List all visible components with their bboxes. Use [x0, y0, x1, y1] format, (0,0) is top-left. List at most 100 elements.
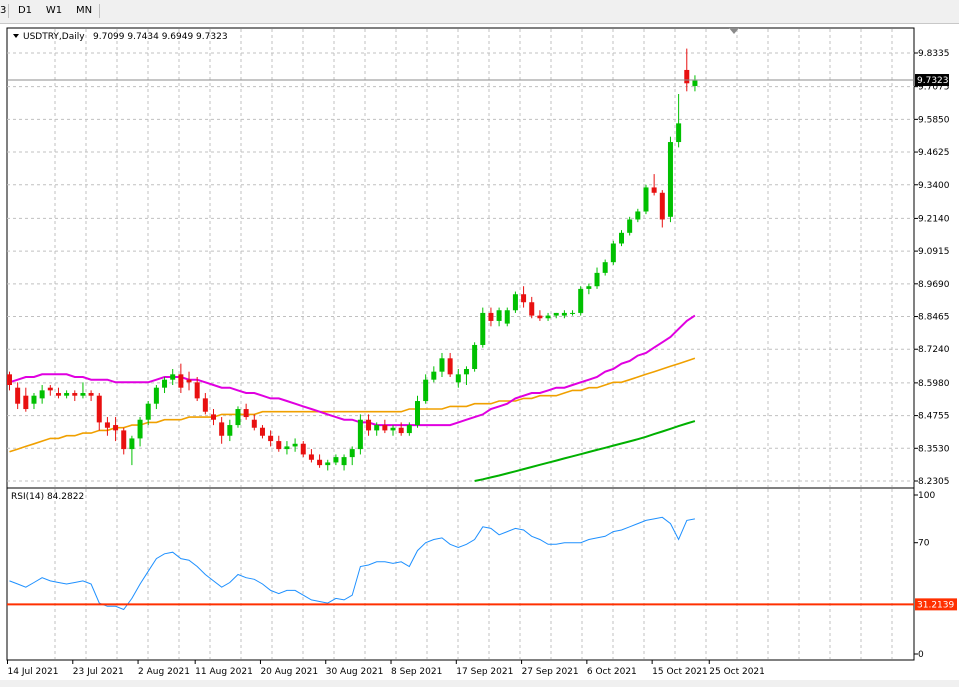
candle-up: [431, 371, 437, 380]
candle-up: [415, 401, 420, 426]
time-tick-label: 6 Oct 2021: [587, 667, 637, 677]
timeframe-button-mn[interactable]: MN: [75, 5, 93, 16]
candle-down: [186, 379, 192, 383]
candle-down: [47, 387, 53, 391]
candle-up: [676, 123, 682, 143]
candle-down: [276, 441, 282, 450]
candle-down: [7, 374, 12, 386]
ohlc-values: 9.7099 9.7434 9.6949 9.7323: [93, 32, 228, 42]
candle-down: [521, 294, 527, 303]
candle-up: [439, 358, 445, 372]
price-tick-label: 8.3530: [918, 444, 950, 454]
candle-up: [325, 462, 331, 466]
candle-down: [268, 435, 274, 442]
price-tick-label: 9.2140: [918, 214, 950, 224]
candle-up: [504, 310, 510, 324]
time-axis: 14 Jul 2021 23 Jul 2021 2 Aug 2021 11 Aug 2…: [7, 660, 765, 677]
time-tick-label: 8 Sep 2021: [391, 667, 442, 677]
candle-up: [635, 211, 641, 220]
candle-up: [374, 425, 380, 431]
chart-shift-marker[interactable]: [729, 28, 739, 34]
candle-up: [512, 294, 518, 311]
candle-up: [170, 374, 176, 380]
price-tick-label: 9.8335: [918, 49, 950, 59]
rsi-tick-label: 0: [918, 650, 924, 660]
candle-up: [570, 312, 576, 314]
time-tick-label: 15 Oct 2021: [652, 667, 708, 677]
candle-down: [202, 398, 208, 412]
candle-down: [398, 427, 404, 434]
current-price-tag: [915, 74, 949, 87]
rsi-indicator: 100 70 0 31.2139: [7, 491, 957, 660]
candle-down: [684, 69, 690, 84]
price-tick-label: 8.4755: [918, 412, 950, 422]
candle-up: [390, 427, 396, 431]
candle-up: [227, 425, 233, 436]
candle-up: [292, 443, 298, 447]
candle-down: [88, 393, 94, 396]
candle-up: [455, 374, 461, 383]
candle-up: [235, 409, 241, 426]
candle-up: [153, 387, 159, 404]
candle-down: [72, 393, 78, 396]
tab-strip: [0, 680, 959, 687]
price-tick-label: 9.0915: [918, 247, 950, 257]
moving-averages: [9, 314, 696, 482]
price-tick-label: 9.4625: [918, 148, 950, 158]
candle-up: [692, 80, 698, 86]
toolbar-separator: [99, 4, 100, 18]
candle-up: [406, 425, 412, 434]
time-tick-label: 11 Aug 2021: [195, 667, 253, 677]
candle-up: [284, 446, 290, 450]
time-tick-label: 14 Jul 2021: [8, 667, 59, 677]
candle-down: [211, 414, 216, 420]
time-tick-label: 2 Aug 2021: [138, 667, 190, 677]
rsi-grid: [54, 489, 893, 659]
time-tick-label: 17 Sep 2021: [456, 667, 513, 677]
ma-magenta-line: [9, 314, 696, 427]
candle-down: [537, 315, 543, 319]
price-tick-label: 8.9690: [918, 280, 950, 290]
candle-down: [529, 302, 535, 316]
candle-up: [423, 379, 429, 402]
candle-up: [64, 393, 70, 396]
candle-up: [472, 344, 478, 369]
candle-down: [382, 425, 388, 431]
price-tick-label: 8.5980: [918, 379, 950, 389]
candle-up: [162, 379, 168, 388]
candle-up: [496, 310, 502, 321]
candle-up: [129, 438, 135, 450]
candle-up: [578, 288, 584, 313]
candle-up: [349, 449, 355, 458]
timeframe-button-d1[interactable]: D1: [17, 5, 33, 16]
symbol-collapse-icon[interactable]: [13, 34, 19, 38]
candle-up: [627, 219, 633, 233]
candle-down: [659, 192, 665, 220]
rsi-tick-label: 70: [918, 539, 930, 549]
price-tick-label: 9.7075: [918, 83, 950, 93]
time-tick-label: 23 Jul 2021: [73, 667, 124, 677]
candle-up: [553, 312, 559, 316]
candle-down: [308, 454, 314, 460]
price-axis: 9.8335 9.7075 9.5850 9.4625 9.3400 9.2140 9.09…: [7, 49, 950, 487]
rsi-level-label: 31.2139: [917, 600, 954, 610]
ma-orange-line: [9, 357, 696, 453]
rsi-line: [9, 516, 695, 611]
price-tick-label: 8.7240: [918, 345, 950, 355]
timeframe-button-partial[interactable]: 3: [0, 5, 7, 16]
candle-up: [341, 457, 347, 466]
candle-down: [317, 459, 323, 466]
time-tick-label: 25 Oct 2021: [709, 667, 765, 677]
candle-down: [366, 419, 372, 431]
price-tick-label: 9.3400: [918, 181, 950, 191]
candle-down: [96, 395, 102, 423]
candle-up: [145, 403, 151, 420]
timeframe-button-w1[interactable]: W1: [45, 5, 63, 16]
candle-up: [480, 312, 486, 345]
candle-down: [23, 395, 29, 410]
candle-down: [55, 393, 61, 396]
candle-down: [113, 425, 119, 431]
candle-up: [463, 368, 469, 375]
candle-up: [619, 232, 624, 244]
